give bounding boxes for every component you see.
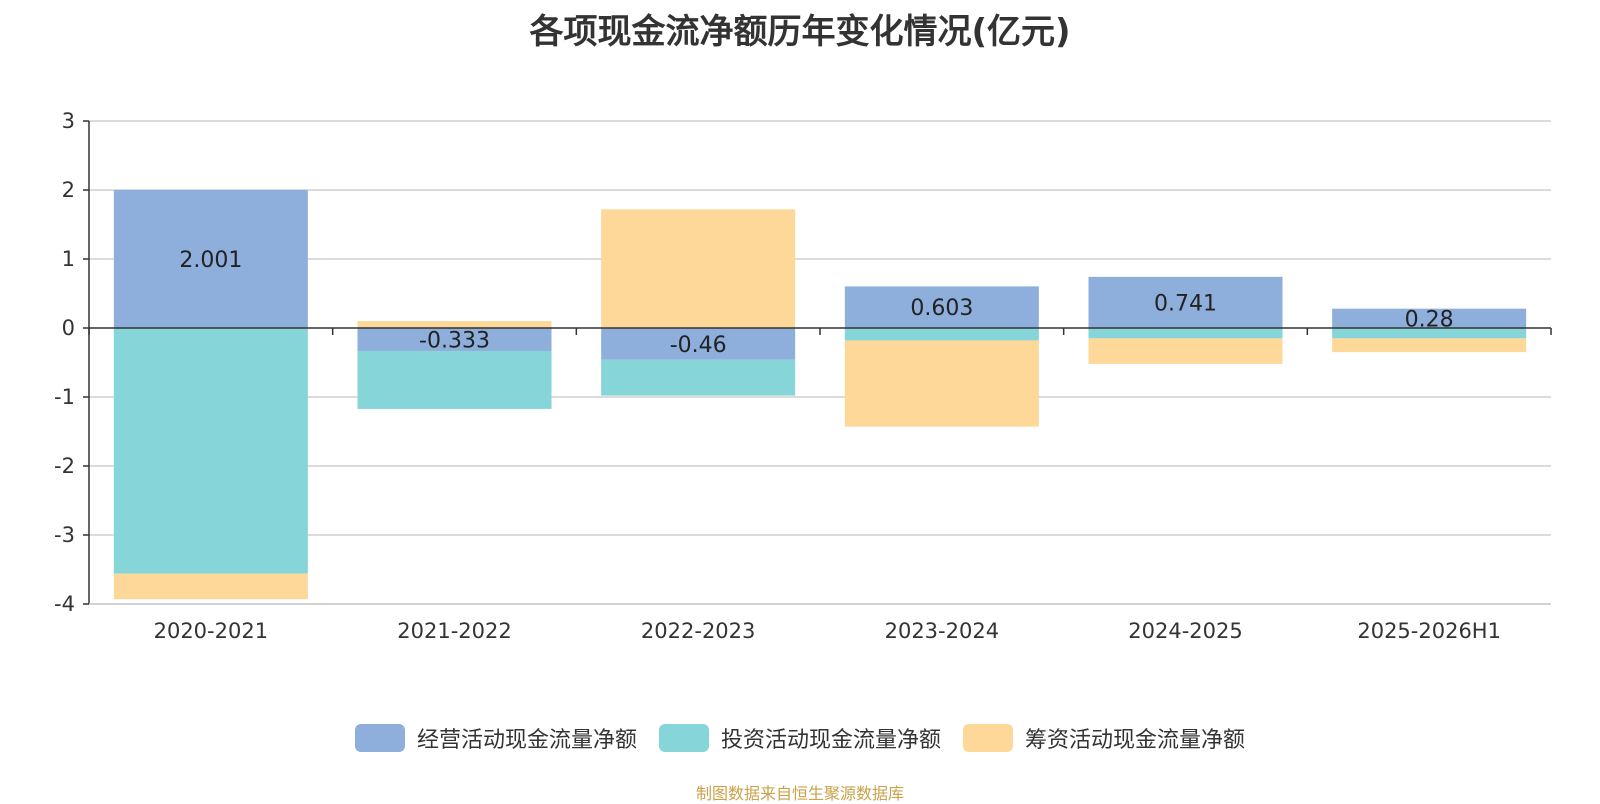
bars [113,189,1527,600]
y-tick-label: -3 [54,523,75,547]
bar-series-2 [601,359,796,396]
x-tick-label: 2022-2023 [641,619,755,643]
data-label: 2.001 [179,248,242,273]
legend-swatch [658,724,709,752]
bar-series-2 [357,350,552,409]
data-label: -0.46 [670,333,727,358]
x-tick-label: 2023-2024 [885,619,999,643]
data-label: -0.333 [419,328,490,353]
bar-series-1 [113,189,308,328]
legend-label: 投资活动现金流量净额 [720,728,941,753]
legend-item[interactable]: 投资活动现金流量净额 [658,722,941,754]
legend-item[interactable]: 经营活动现金流量净额 [354,722,637,754]
x-tick-label: 2021-2022 [397,619,511,643]
y-tick-label: -2 [54,454,75,478]
x-tick-label: 2024-2025 [1128,619,1242,643]
data-label: 0.603 [910,296,973,321]
legend-label: 经营活动现金流量净额 [416,728,637,753]
bar-series-1 [1332,308,1527,328]
bar-series-3 [1088,338,1283,364]
bar-series-1 [601,328,796,360]
y-tick-label: -4 [54,592,75,616]
cashflow-chart: 3 2 1 0 -1 -2 -3 -4 2.001 -0.333 -0.46 0.603 0.741 0.… [54,109,1552,643]
y-tick-label: 2 [62,178,75,202]
legend-swatch [963,724,1013,752]
bar-series-2 [1332,328,1527,339]
x-tick-label: 2025-2026H1 [1357,619,1501,643]
axes [83,120,1552,605]
y-tick-label: -1 [54,385,75,409]
bar-series-1 [357,328,552,351]
x-tick-label: 2020-2021 [154,619,268,643]
bar-series-1 [844,286,1039,328]
data-label: 0.741 [1154,291,1217,316]
bar-series-1 [1088,276,1283,328]
y-tick-label: 3 [62,109,75,133]
legend: 经营活动现金流量净额 投资活动现金流量净额 筹资活动现金流量净额 [0,722,1600,754]
grid-lines [89,120,1551,605]
y-tick-label: 0 [62,316,75,340]
bar-series-3 [844,340,1039,427]
bar-series-2 [844,328,1039,341]
legend-label: 筹资活动现金流量净额 [1025,728,1246,753]
y-tick-label: 1 [62,247,75,271]
data-label: 0.28 [1405,307,1454,332]
bar-series-3 [357,321,552,328]
bar-series-3 [601,209,796,328]
legend-item[interactable]: 筹资活动现金流量净额 [963,722,1245,754]
bar-series-3 [1332,338,1527,353]
labels: 3 2 1 0 -1 -2 -3 -4 2.001 -0.333 -0.46 0.603 0.741 0.… [54,109,1501,643]
source-note: 制图数据来自恒生聚源数据库 [695,784,904,803]
bar-series-3 [113,573,308,600]
chart-title: 各项现金流净额历年变化情况(亿元) [529,12,1071,52]
legend-swatch [354,724,405,752]
bar-series-2 [113,328,308,574]
bar-series-2 [1088,328,1283,339]
